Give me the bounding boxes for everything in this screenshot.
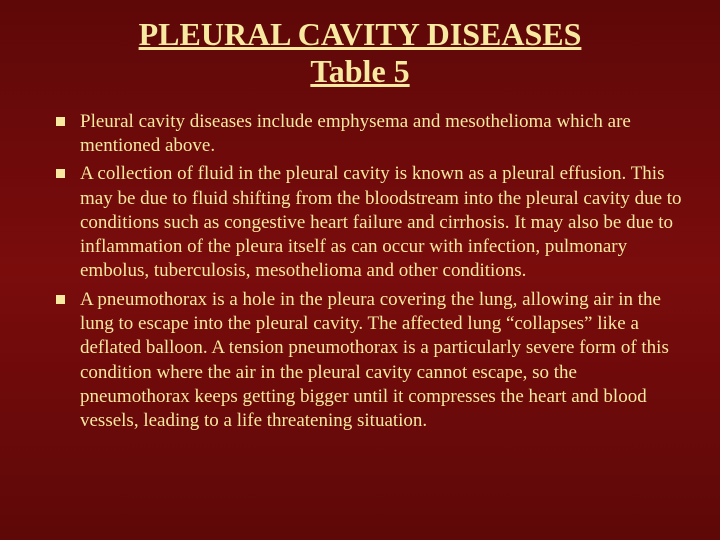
title-line-1: PLEURAL CAVITY DISEASES — [139, 16, 582, 52]
bullet-list: Pleural cavity diseases include emphysem… — [56, 110, 684, 434]
list-item: A collection of fluid in the pleural cav… — [56, 162, 684, 284]
bullet-text: A collection of fluid in the pleural cav… — [80, 163, 682, 281]
bullet-text: A pneumothorax is a hole in the pleura c… — [80, 289, 669, 432]
slide: PLEURAL CAVITY DISEASES Table 5 Pleural … — [0, 0, 720, 540]
slide-title: PLEURAL CAVITY DISEASES Table 5 — [32, 16, 688, 90]
list-item: Pleural cavity diseases include emphysem… — [56, 110, 684, 159]
list-item: A pneumothorax is a hole in the pleura c… — [56, 288, 684, 434]
title-line-2: Table 5 — [310, 53, 409, 89]
bullet-text: Pleural cavity diseases include emphysem… — [80, 111, 631, 156]
